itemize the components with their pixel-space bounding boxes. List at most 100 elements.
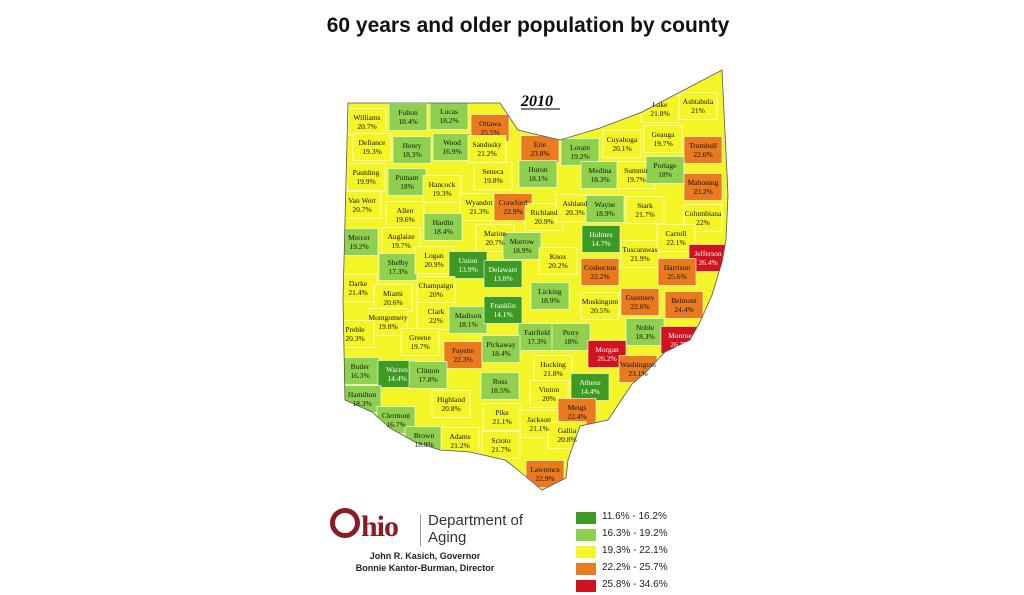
- county-pickaway: [481, 335, 521, 363]
- county-value: 25.5%: [480, 128, 499, 137]
- county-paulding: [346, 163, 386, 191]
- county-value: 21.8%: [543, 369, 562, 378]
- county-defiance: [352, 133, 392, 161]
- county-name: Medina: [589, 166, 613, 175]
- county-value: 20.7%: [357, 122, 376, 131]
- county-name: Mahoning: [688, 178, 719, 187]
- county-morrow: [502, 232, 542, 260]
- county-name: Lake: [653, 100, 669, 109]
- county-name: Wayne: [595, 200, 616, 209]
- county-name: Montgomery: [368, 313, 407, 322]
- county-name: Van Wert: [348, 196, 377, 205]
- county-perry: [551, 323, 591, 351]
- county-value: 14.4%: [387, 374, 406, 383]
- county-value: 18.9%: [540, 296, 559, 305]
- county-value: 17.3%: [388, 267, 407, 276]
- county-union: [448, 251, 488, 279]
- county-value: 21.4%: [348, 288, 367, 297]
- county-value: 18%: [658, 170, 672, 179]
- county-value: 19.6%: [395, 215, 414, 224]
- county-value: 14.1%: [493, 310, 512, 319]
- county-name: Auglaize: [387, 232, 415, 241]
- county-name: Morgan: [595, 345, 619, 354]
- county-name: Geauga: [652, 130, 676, 139]
- department-name: Department of Aging: [428, 512, 523, 546]
- county-value: 22%: [696, 218, 710, 227]
- county-value: 20.9%: [424, 260, 443, 269]
- county-lorain: [560, 138, 600, 166]
- county-name: Morrow: [510, 237, 535, 246]
- county-value: 22.4%: [567, 412, 586, 421]
- county-value: 26.7%: [670, 340, 689, 349]
- county-name: Clark: [428, 307, 445, 316]
- county-value: 20.8%: [557, 435, 576, 444]
- county-value: 19.7%: [391, 241, 410, 250]
- county-name: Holmes: [589, 230, 612, 239]
- county-name: Harrison: [664, 263, 690, 272]
- legend-swatch: [576, 580, 596, 592]
- county-name: Portage: [654, 161, 678, 170]
- county-meigs: [557, 398, 597, 426]
- county-value: 21.1%: [529, 424, 548, 433]
- county-delaware: [483, 260, 523, 288]
- county-value: 20.5%: [590, 306, 609, 315]
- county-fairfield: [517, 323, 557, 351]
- county-darke: [343, 274, 378, 302]
- county-value: 18.9%: [512, 246, 531, 255]
- county-miami: [373, 284, 413, 312]
- county-value: 17.3%: [527, 337, 546, 346]
- county-value: 21.2%: [450, 441, 469, 450]
- county-value: 19.9%: [356, 177, 375, 186]
- county-value: 20.7%: [352, 205, 371, 214]
- county-value: 16.9%: [442, 147, 461, 156]
- county-name: Belmont: [671, 296, 698, 305]
- county-value: 22.3%: [453, 355, 472, 364]
- county-name: Carroll: [665, 229, 686, 238]
- county-name: Ross: [493, 377, 508, 386]
- county-name: Hancock: [429, 180, 456, 189]
- county-athens: [570, 373, 610, 401]
- county-name: Champaign: [419, 281, 454, 290]
- county-value: 19.8%: [483, 176, 502, 185]
- county-name: Summit: [624, 166, 649, 175]
- county-value: 22.1%: [666, 238, 685, 247]
- county-tuscarawas: [620, 240, 660, 268]
- county-mercer: [343, 228, 379, 256]
- county-clark: [416, 302, 456, 330]
- county-value: 23.1%: [628, 369, 647, 378]
- county-name: Logan: [424, 251, 443, 260]
- county-henry: [392, 136, 432, 164]
- county-medina: [580, 161, 620, 189]
- county-value: 22.2%: [590, 272, 609, 281]
- county-name: Defiance: [358, 138, 386, 147]
- county-value: 22%: [429, 316, 443, 325]
- county-seneca: [473, 162, 513, 190]
- county-hancock: [422, 175, 462, 203]
- county-value: 18.1%: [528, 174, 547, 183]
- county-name: Highland: [437, 395, 465, 404]
- county-value: 16.3%: [350, 371, 369, 380]
- county-name: Delaware: [489, 265, 518, 274]
- county-value: 20.3%: [345, 334, 364, 343]
- county-name: Jackson: [527, 415, 551, 424]
- county-value: 18.3%: [352, 399, 371, 408]
- county-value: 22.9%: [535, 474, 554, 483]
- county-name: Lucas: [440, 107, 458, 116]
- county-name: Butler: [351, 362, 370, 371]
- county-value: 19.7%: [626, 175, 645, 184]
- county-clinton: [408, 361, 448, 389]
- county-value: 19.3%: [432, 189, 451, 198]
- county-muskingum: [580, 292, 620, 320]
- county-guernsey: [620, 288, 660, 316]
- county-value: 18.3%: [590, 175, 609, 184]
- county-value: 18.3%: [635, 332, 654, 341]
- county-shelby: [378, 253, 418, 281]
- legend-label: 22.2% - 25.7%: [602, 562, 668, 573]
- county-value: 18.9%: [414, 440, 433, 449]
- legend-label: 16.3% - 19.2%: [602, 528, 668, 539]
- agency-logo: hio Department of Aging John R. Kasich, …: [330, 508, 550, 588]
- county-value: 18%: [400, 182, 414, 191]
- county-noble: [625, 318, 665, 346]
- county-name: Pickaway: [486, 340, 515, 349]
